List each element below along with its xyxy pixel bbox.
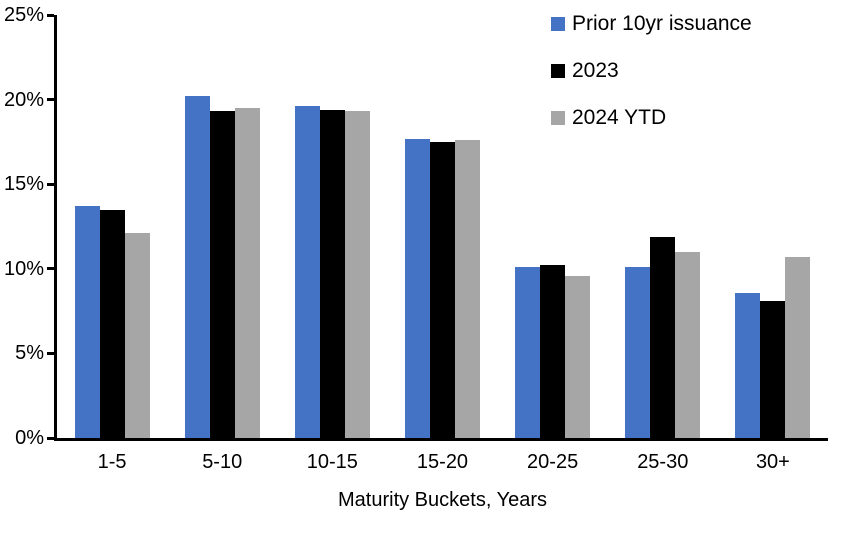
x-axis-category-label: 25-30 (637, 451, 689, 473)
x-axis-category-label: 20-25 (527, 451, 579, 473)
x-axis-category-label: 15-20 (416, 451, 469, 473)
legend-label: 2024 YTD (572, 105, 667, 129)
bar-group-30 (718, 15, 828, 438)
bar-2024-ytd-1-5 (124, 233, 150, 438)
legend-item-prior-10yr-issuance: Prior 10yr issuance (551, 10, 752, 37)
bar-prior-10yr-issuance-1-5 (74, 206, 100, 438)
bar-prior-10yr-issuance-15-20 (404, 138, 430, 438)
x-axis-labels: 1-5 5-10 10-15 15-20 20-25 25-30 30+ (57, 451, 828, 474)
y-axis-tick-label: 20% (3, 88, 44, 111)
legend-swatch-icon (551, 63, 565, 78)
y-axis-tick-label: 5% (15, 342, 44, 365)
bar-2024-ytd-20-25 (565, 275, 591, 438)
bar-group-5-10 (167, 15, 277, 438)
bar-2024-ytd-30 (785, 256, 811, 438)
bar-2023-25-30 (650, 236, 676, 438)
bar-2024-ytd-15-20 (454, 140, 480, 438)
x-axis-category-label: 1-5 (97, 451, 127, 473)
bar-group-1-5 (57, 15, 167, 438)
bar-2024-ytd-5-10 (234, 108, 260, 438)
y-axis-tick-mark (47, 182, 54, 186)
y-axis-tick-mark (47, 436, 54, 440)
x-axis-category-label: 30+ (755, 451, 790, 473)
plot-area (57, 15, 828, 438)
legend-item-2024-ytd: 2024 YTD (551, 104, 752, 131)
y-axis-tick-mark (47, 267, 54, 271)
legend-swatch-icon (551, 16, 565, 31)
y-axis-tick-label: 10% (3, 257, 44, 280)
bar-group-15-20 (387, 15, 497, 438)
y-axis-tick-mark (47, 351, 54, 355)
bar-2023-10-15 (319, 109, 345, 438)
bar-2023-1-5 (99, 209, 125, 438)
bar-2023-5-10 (209, 111, 235, 438)
legend-swatch-icon (551, 110, 565, 125)
x-axis-title: Maturity Buckets, Years (338, 489, 547, 511)
bar-2023-30 (760, 300, 786, 438)
legend-label: 2023 (572, 58, 619, 82)
legend: Prior 10yr issuance 2023 2024 YTD (551, 10, 752, 131)
bar-2023-20-25 (540, 265, 566, 438)
bar-2023-15-20 (429, 141, 455, 438)
bar-2024-ytd-10-15 (344, 111, 370, 438)
y-axis-tick-label: 0% (15, 427, 44, 449)
bar-group-10-15 (277, 15, 387, 438)
x-axis-category-label: 5-10 (202, 451, 243, 473)
y-axis-tick-label: 15% (3, 173, 44, 196)
x-axis-category-label: 10-15 (306, 451, 358, 473)
y-axis (54, 15, 57, 441)
bar-prior-10yr-issuance-5-10 (184, 96, 210, 438)
bar-prior-10yr-issuance-25-30 (625, 267, 651, 438)
y-axis-tick-mark (47, 98, 54, 102)
bar-group-25-30 (608, 15, 718, 438)
bar-groups (57, 15, 828, 438)
bar-group-20-25 (498, 15, 608, 438)
bar-prior-10yr-issuance-20-25 (515, 267, 541, 438)
x-axis (54, 438, 828, 441)
y-axis-tick-mark (47, 13, 54, 17)
legend-label: Prior 10yr issuance (572, 11, 752, 35)
bar-prior-10yr-issuance-30 (735, 292, 761, 438)
legend-item-2023: 2023 (551, 57, 752, 84)
bar-2024-ytd-25-30 (675, 251, 701, 438)
bar-prior-10yr-issuance-10-15 (294, 106, 320, 438)
y-axis-tick-label: 25% (3, 4, 44, 26)
